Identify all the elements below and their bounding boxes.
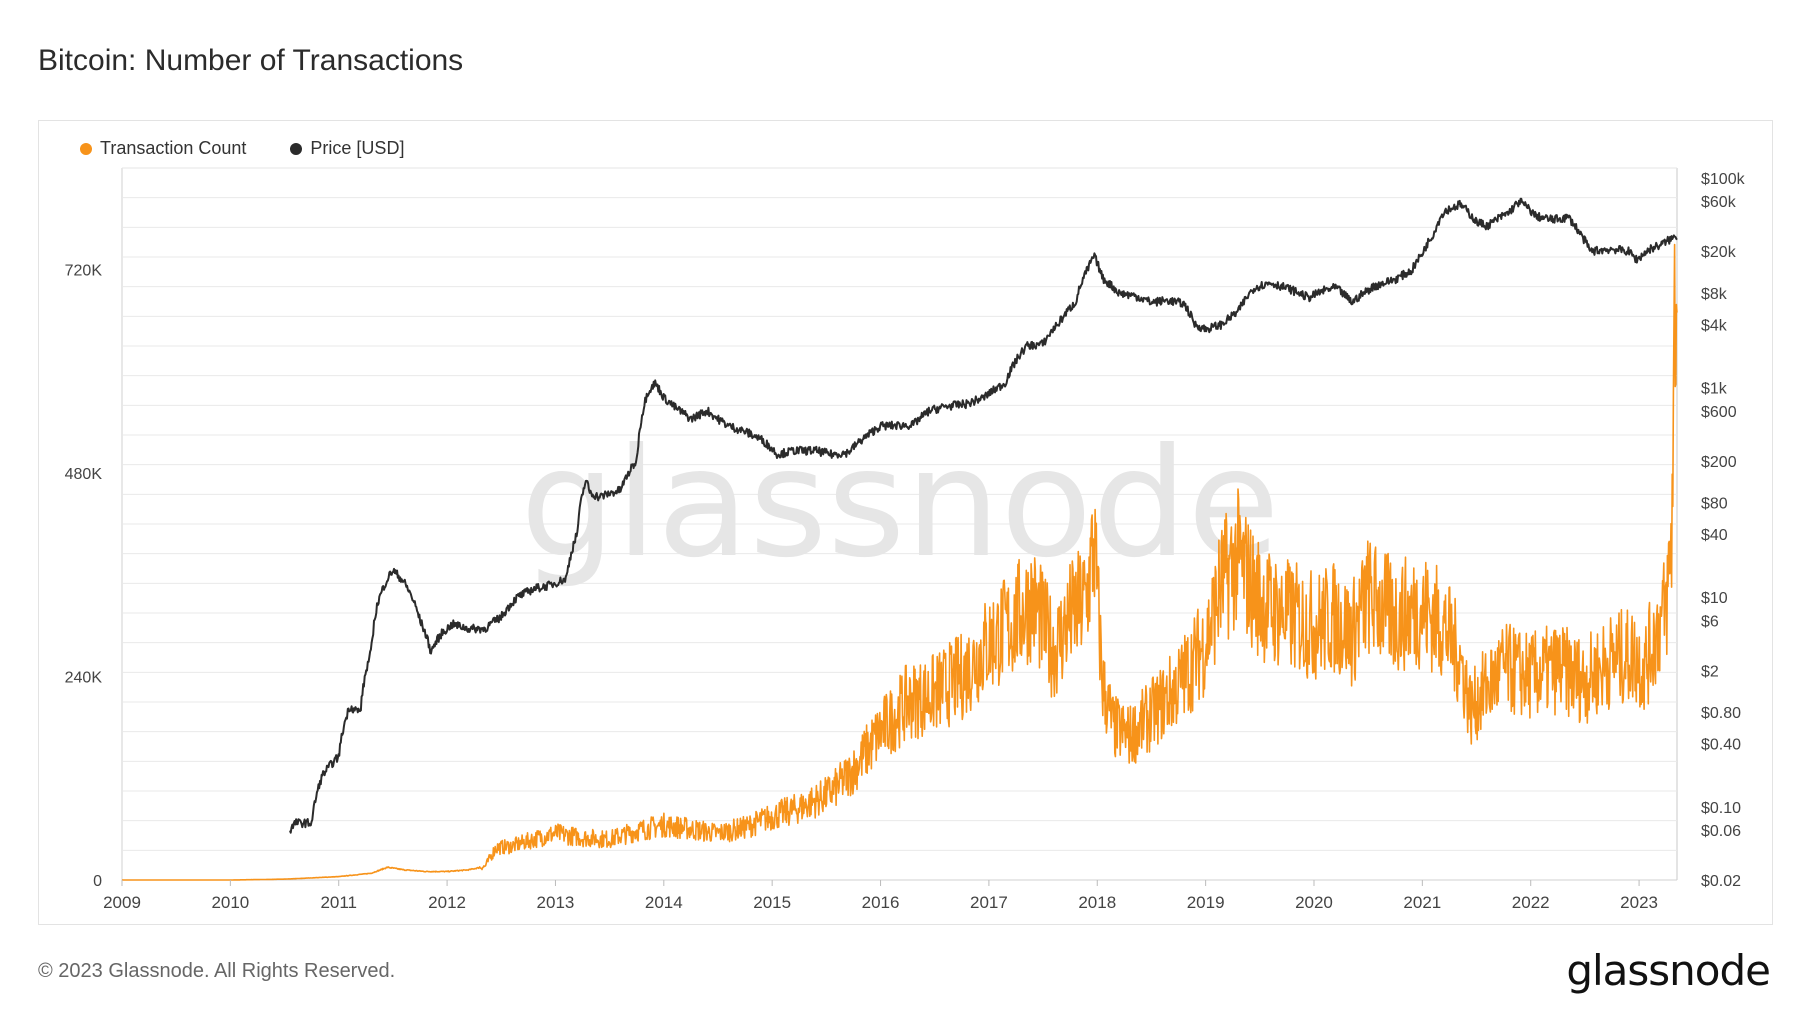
y-right-tick-label: $80: [1701, 496, 1728, 513]
axes: 0 240K 480K 720K $100k $60k $20k $8k $4k $1k $600 $…: [65, 171, 1746, 912]
chart-title: Bitcoin: Number of Transactions: [38, 44, 464, 77]
legend-item-price[interactable]: Price [USD]: [290, 138, 404, 159]
x-tick-label: 2021: [1403, 893, 1441, 912]
x-tick-label: 2014: [645, 893, 683, 912]
x-tick-label: 2013: [537, 893, 575, 912]
x-tick-label: 2011: [320, 893, 357, 912]
x-tick-label: 2020: [1295, 893, 1333, 912]
y-right-tick-label: $200: [1701, 454, 1737, 471]
y-right-tick-label: $1k: [1701, 381, 1728, 398]
chart-frame: [38, 120, 1773, 925]
legend-label-price: Price [USD]: [310, 138, 405, 158]
x-tick-label: 2015: [753, 893, 791, 912]
y-right-tick-label: $0.80: [1701, 705, 1741, 722]
x-tick-label: 2016: [862, 893, 900, 912]
x-tick-label: 2018: [1078, 893, 1116, 912]
y-right-tick-label: $0.02: [1701, 873, 1741, 890]
glassnode-logo[interactable]: glassnode: [1566, 946, 1771, 995]
y-right-tick-label: $0.06: [1701, 823, 1741, 840]
y-right-tick-label: $0.40: [1701, 737, 1741, 754]
legend-item-transactions[interactable]: Transaction Count: [80, 138, 246, 159]
y-right-tick-label: $2: [1701, 663, 1719, 680]
x-tick-label: 2009: [103, 893, 141, 912]
y-right-tick-label: $40: [1701, 527, 1728, 544]
y-right-tick-label: $60k: [1701, 194, 1737, 211]
footer-copyright: © 2023 Glassnode. All Rights Reserved.: [38, 960, 396, 982]
y-left-tick-label: 0: [93, 873, 102, 890]
y-right-tick-label: $8k: [1701, 286, 1728, 303]
legend-label-transactions: Transaction Count: [100, 138, 247, 158]
legend-dot-price: [290, 142, 303, 155]
legend-dot-transactions: [80, 142, 92, 155]
y-right-tick-label: $100k: [1701, 171, 1746, 188]
x-tick-label: 2010: [211, 893, 249, 912]
x-tick-label: 2019: [1187, 893, 1225, 912]
price-line: [289, 197, 1678, 834]
y-left-tick-label: 480K: [65, 466, 103, 483]
y-right-tick-label: $6: [1701, 613, 1719, 630]
y-left-tick-label: 720K: [65, 263, 103, 280]
y-left-tick-label: 240K: [65, 670, 103, 687]
y-right-tick-label: $20k: [1701, 244, 1737, 261]
series-group: [121, 197, 1678, 881]
legend: Transaction Count Price [USD]: [80, 138, 404, 159]
watermark: glassnode: [520, 417, 1279, 591]
x-tick-label: 2022: [1512, 893, 1550, 912]
x-tick-label: 2023: [1620, 893, 1658, 912]
x-tick-label: 2017: [970, 893, 1008, 912]
y-right-tick-label: $10: [1701, 590, 1728, 607]
y-right-tick-label: $600: [1701, 404, 1737, 421]
y-right-tick-label: $4k: [1701, 317, 1728, 334]
x-tick-label: 2012: [428, 893, 466, 912]
y-right-tick-label: $0.10: [1701, 800, 1741, 817]
transaction-count-line: [121, 243, 1678, 881]
